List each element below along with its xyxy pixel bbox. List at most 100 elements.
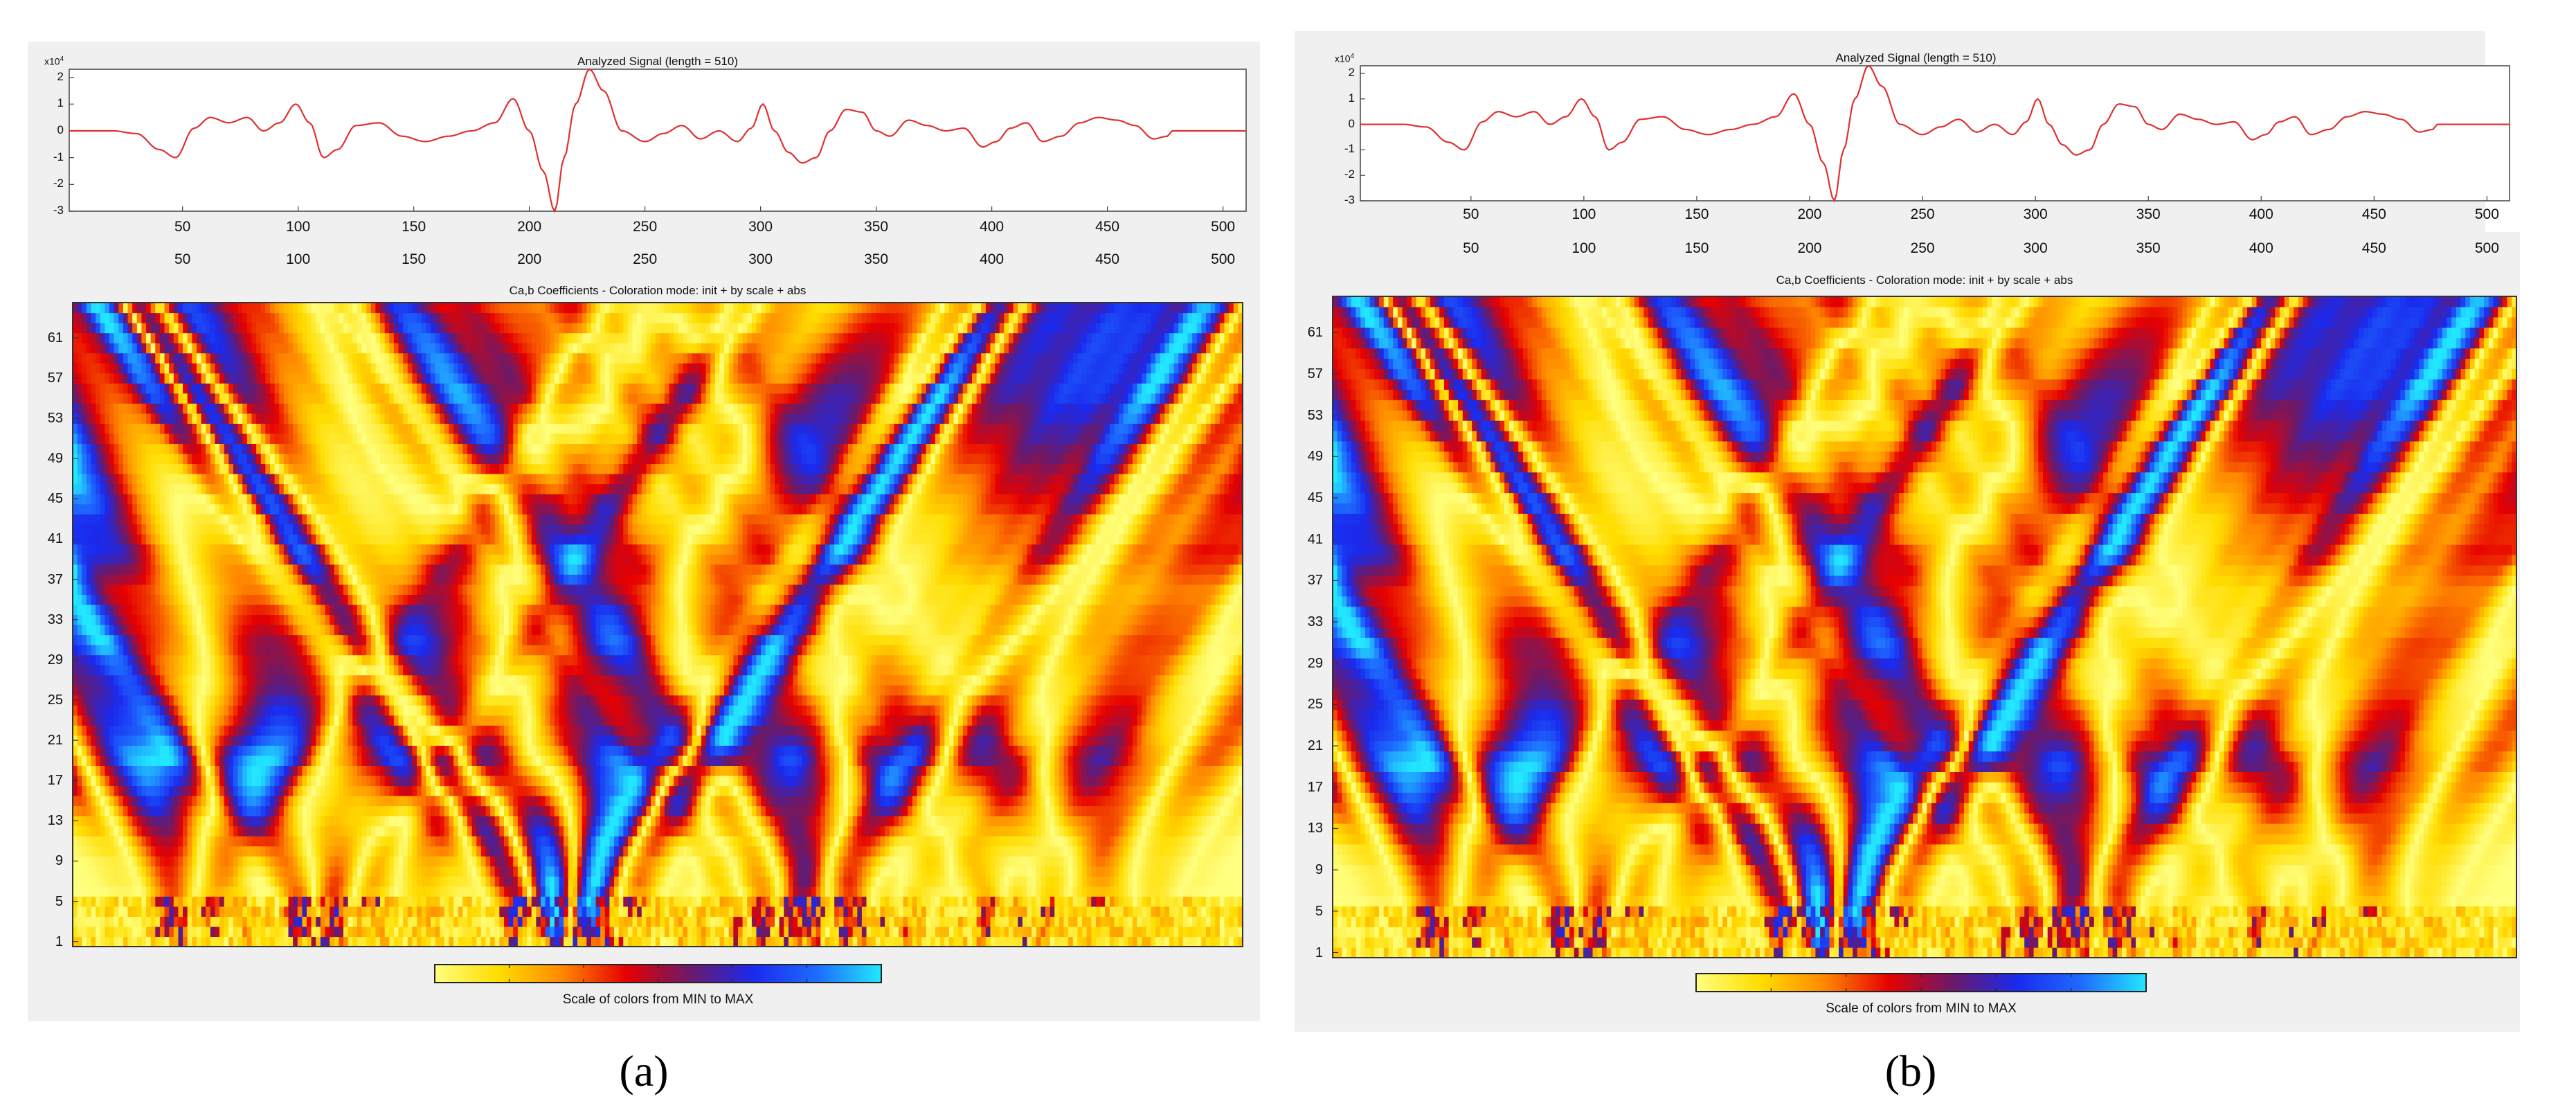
x-tick-label: 250 (628, 219, 663, 235)
signal-y-tick-labels-b: 2 1 0 -1 -2 -3 (1319, 66, 1355, 206)
x-tick-label: 250 (628, 251, 663, 268)
x-tick-label: 150 (1679, 206, 1714, 223)
x-tick-label: 500 (2469, 206, 2504, 223)
y-tick-label: 61 (1308, 325, 1323, 341)
x-tick-label: 400 (975, 251, 1009, 268)
y-tick-label: -3 (1344, 193, 1355, 207)
y-tick-label: 29 (48, 652, 63, 668)
coefficients-heatmap-a (72, 302, 1243, 947)
x-tick-label: 50 (1454, 240, 1488, 257)
y-tick-label: 17 (1308, 780, 1323, 796)
x-tick-label: 400 (2244, 240, 2278, 257)
x-tick-label: 450 (2357, 206, 2391, 223)
x-tick-label: 150 (397, 251, 431, 268)
caption-b: (b) (1807, 1046, 2015, 1097)
signal-plot-a (69, 68, 1247, 213)
y-tick-label: -1 (53, 150, 64, 164)
y-tick-label: -3 (53, 204, 64, 217)
x-tick-label: 400 (2244, 206, 2278, 223)
y-tick-label: 33 (1308, 614, 1323, 630)
y-tick-label: 29 (1308, 656, 1323, 672)
x-tick-label: 250 (1905, 240, 1940, 257)
x-tick-label: 350 (859, 219, 894, 235)
signal-line (1360, 64, 2510, 203)
y-tick-label: -1 (1344, 142, 1355, 156)
x-tick-label: 500 (1206, 251, 1241, 268)
x-tick-label: 500 (2469, 240, 2504, 257)
x-tick-label: 300 (2018, 240, 2053, 257)
y-tick-label: 1 (1315, 945, 1323, 961)
x-tick-label: 50 (165, 251, 200, 268)
y-tick-label: 45 (1308, 490, 1323, 506)
signal-axes-box (1360, 65, 2510, 202)
x-tick-label: 300 (744, 219, 778, 235)
x-tick-label: 100 (281, 219, 316, 235)
signal-plot-b (1360, 64, 2510, 203)
y-tick-label: 37 (1308, 573, 1323, 589)
colorbar-label-b: Scale of colors from MIN to MAX (1696, 1001, 2146, 1017)
x-tick-label: 150 (397, 219, 431, 235)
x-tick-label: 300 (744, 251, 778, 268)
x-tick-label: 350 (2131, 206, 2165, 223)
x-tick-label: 100 (1567, 240, 1601, 257)
signal-axes-box (69, 69, 1247, 212)
y-exponent-b: x104 (1335, 53, 1354, 64)
x-tick-label: 200 (1792, 206, 1827, 223)
x-tick-label: 50 (1454, 206, 1488, 223)
y-exponent-a: x104 (44, 55, 64, 67)
x-tick-label: 200 (1792, 240, 1827, 257)
y-tick-label: 45 (48, 491, 63, 507)
y-tick-label: -2 (53, 177, 64, 190)
y-tick-label: 53 (1308, 408, 1323, 424)
heatmap-axes-box (72, 302, 1243, 947)
y-tick-label: 13 (48, 813, 63, 829)
x-tick-label: 400 (975, 219, 1009, 235)
heatmap-cells (1333, 296, 2517, 958)
x-tick-label: 450 (2357, 240, 2391, 257)
x-tick-label: 350 (2131, 240, 2165, 257)
x-tick-label: 500 (1206, 219, 1241, 235)
x-tick-label: 250 (1905, 206, 1940, 223)
x-tick-label: 200 (512, 251, 547, 268)
y-tick-label: 53 (48, 411, 63, 427)
heatmap-cells (73, 303, 1243, 947)
heatmap-y-tick-labels-b: 61 57 53 49 45 41 37 33 29 25 21 17 13 9 5 1 (1296, 296, 1327, 961)
y-tick-label: 49 (1308, 449, 1323, 465)
y-tick-label: 41 (48, 531, 63, 547)
y-tick-label: 25 (1308, 697, 1323, 713)
x-tick-label: 100 (1567, 206, 1601, 223)
y-tick-label: 1 (55, 934, 63, 950)
x-tick-label: 450 (1090, 251, 1125, 268)
y-tick-label: 37 (48, 572, 63, 588)
second-x-tick-labels-b: 50 100 150 200 250 300 350 400 450 500 (1360, 240, 2510, 261)
heatmap-y-tick-labels-a: 61 57 53 49 45 41 37 33 29 25 21 17 13 9 5 1 (28, 303, 67, 950)
y-tick-label: 57 (48, 370, 63, 386)
second-x-tick-labels-a: 50 100 150 200 250 300 350 400 450 500 (69, 251, 1246, 272)
signal-y-tick-labels-a: 2 1 0 -1 -2 -3 (28, 69, 64, 217)
signal-title-b: Analyzed Signal (length = 510) (1322, 51, 2510, 65)
y-tick-label: 25 (48, 692, 63, 708)
y-tick-label: 5 (55, 894, 63, 910)
x-tick-label: 100 (281, 251, 316, 268)
y-tick-label: 9 (55, 853, 63, 869)
x-tick-label: 450 (1090, 219, 1125, 235)
heatmap-title-b: Ca,b Coefficients - Coloration mode: ini… (1333, 274, 2516, 287)
y-tick-label: 0 (1349, 117, 1355, 131)
y-tick-label: 13 (1308, 821, 1323, 836)
y-tick-label: 17 (48, 773, 63, 789)
signal-x-tick-labels-b: 50 100 150 200 250 300 350 400 450 500 (1360, 206, 2510, 227)
caption-a: (a) (540, 1046, 748, 1097)
x-tick-label: 200 (512, 219, 547, 235)
y-tick-label: 41 (1308, 532, 1323, 548)
y-tick-label: 0 (57, 123, 64, 137)
signal-line (69, 68, 1246, 213)
signal-title-a: Analyzed Signal (length = 510) (69, 55, 1246, 69)
y-tick-label: 21 (48, 733, 63, 749)
y-tick-label: 61 (48, 330, 63, 346)
x-tick-label: 150 (1679, 240, 1714, 257)
x-tick-label: 350 (859, 251, 894, 268)
y-tick-label: 49 (48, 451, 63, 467)
y-tick-label: 2 (1349, 66, 1355, 80)
y-tick-label: 5 (1315, 904, 1323, 920)
y-tick-label: 9 (1315, 862, 1323, 878)
